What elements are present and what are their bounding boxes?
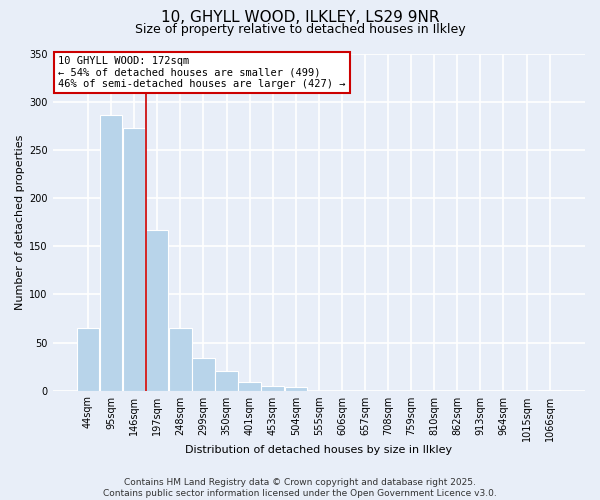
- Y-axis label: Number of detached properties: Number of detached properties: [15, 134, 25, 310]
- Bar: [100, 114, 122, 390]
- Bar: [192, 358, 215, 390]
- Text: Size of property relative to detached houses in Ilkley: Size of property relative to detached ho…: [134, 22, 466, 36]
- Bar: [169, 328, 191, 390]
- Bar: [284, 387, 307, 390]
- Bar: [262, 386, 284, 390]
- X-axis label: Distribution of detached houses by size in Ilkley: Distribution of detached houses by size …: [185, 445, 452, 455]
- Text: 10 GHYLL WOOD: 172sqm
← 54% of detached houses are smaller (499)
46% of semi-det: 10 GHYLL WOOD: 172sqm ← 54% of detached …: [58, 56, 346, 89]
- Bar: [215, 372, 238, 390]
- Bar: [146, 230, 169, 390]
- Text: 10, GHYLL WOOD, ILKLEY, LS29 9NR: 10, GHYLL WOOD, ILKLEY, LS29 9NR: [161, 10, 439, 25]
- Bar: [123, 128, 145, 390]
- Text: Contains HM Land Registry data © Crown copyright and database right 2025.
Contai: Contains HM Land Registry data © Crown c…: [103, 478, 497, 498]
- Bar: [77, 328, 99, 390]
- Bar: [238, 382, 261, 390]
